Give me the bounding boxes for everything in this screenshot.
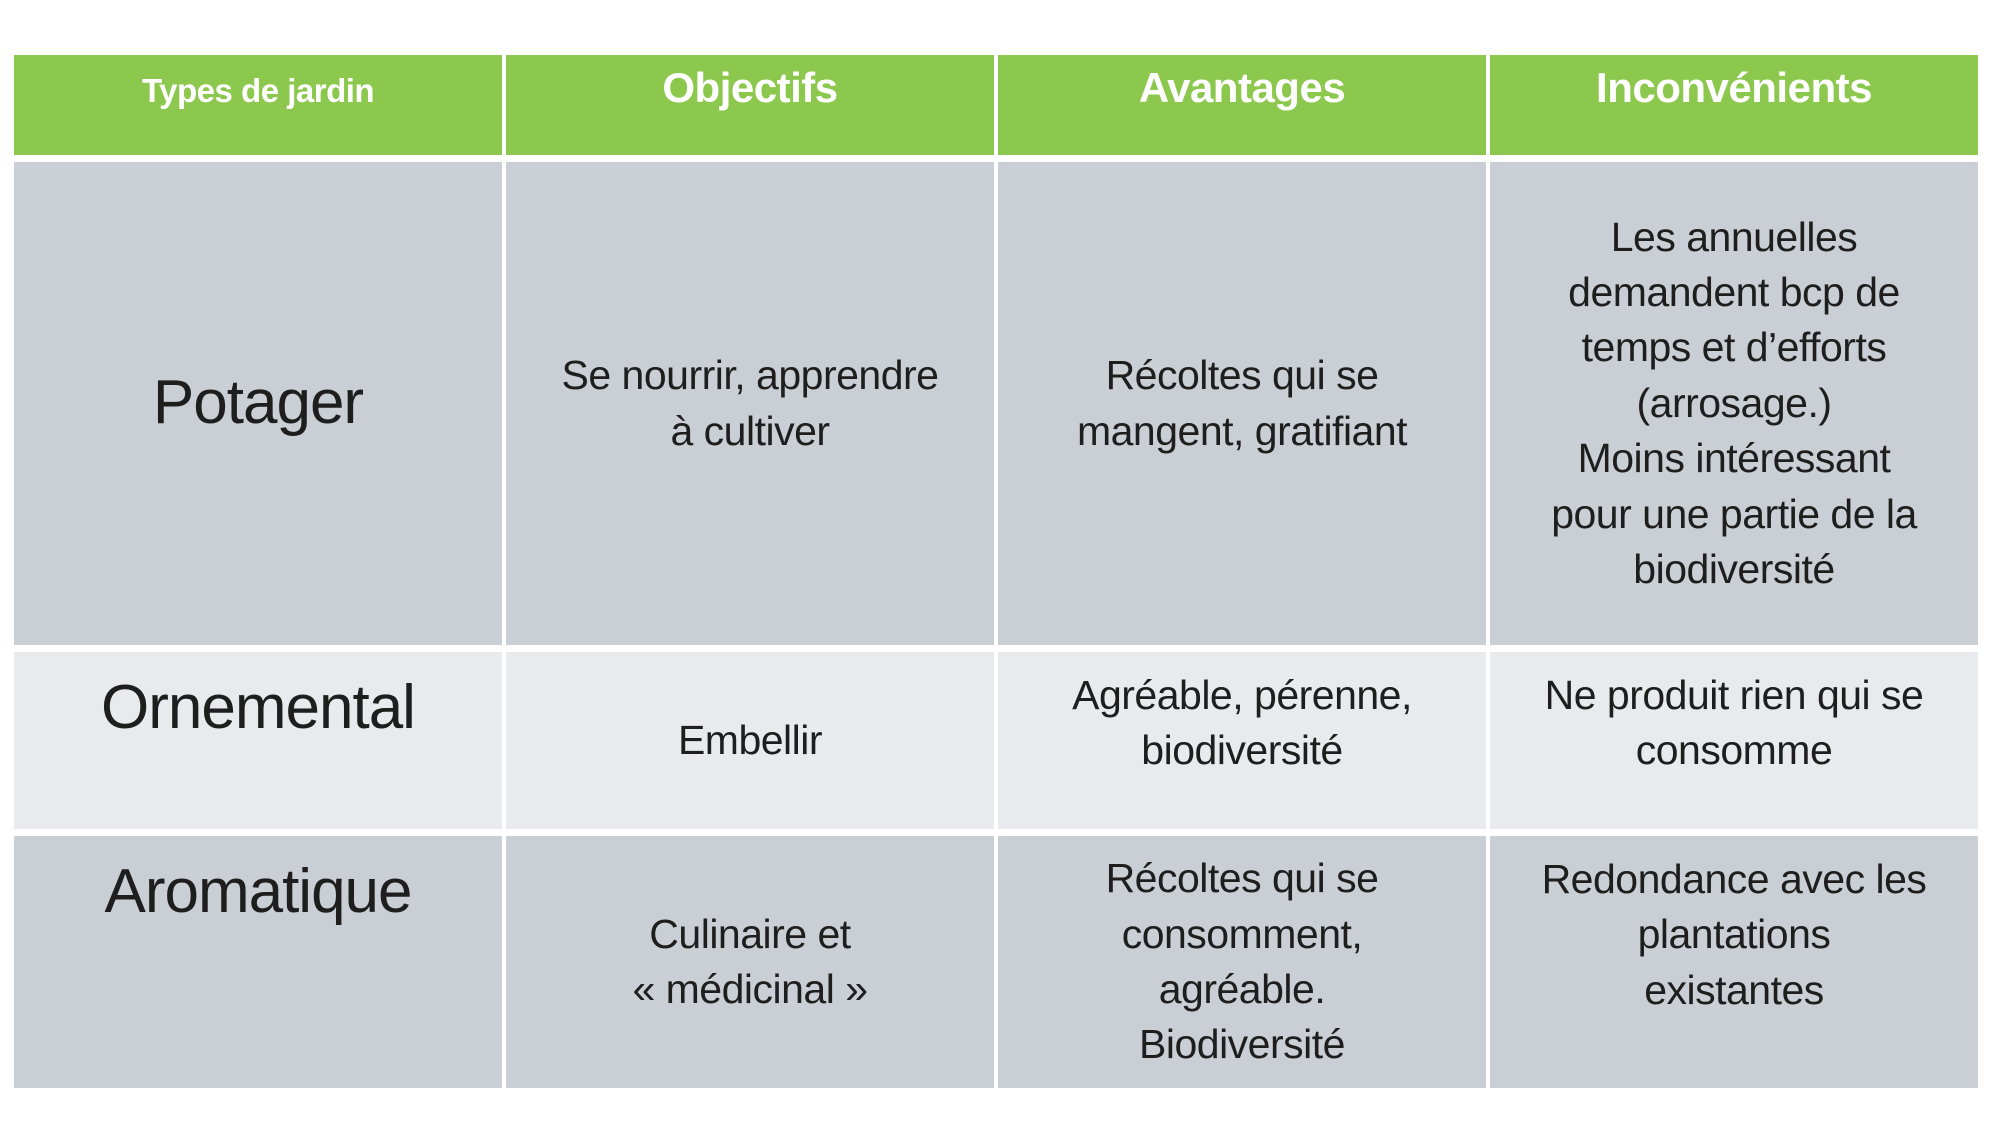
column-header-label: Objectifs — [662, 64, 838, 111]
cell-aromatique-type: Aromatique — [14, 836, 502, 1088]
cell-text: Culinaire et « médicinal » — [632, 910, 868, 1012]
column-header-label: Types de jardin — [141, 72, 375, 109]
column-header-inconvenients: Inconvénients — [1490, 55, 1978, 155]
cell-text: Récoltes qui se consomment, agréable. Bi… — [1105, 855, 1379, 1068]
cell-aromatique-inconvenients: Redondance avec les plantations existant… — [1490, 836, 1978, 1088]
cell-text: Les annuelles demandent bcp de temps et … — [1551, 213, 1917, 592]
cell-potager-avantages: Récoltes qui se mangent, gratifiant — [998, 162, 1486, 645]
cell-text: Se nourrir, apprendre à cultiver — [561, 352, 939, 454]
cell-text: Aromatique — [104, 857, 412, 926]
column-header-label: Avantages — [1138, 64, 1346, 111]
cell-aromatique-avantages: Récoltes qui se consomment, agréable. Bi… — [998, 836, 1486, 1088]
cell-ornemental-avantages: Agréable, pérenne, biodiversité — [998, 652, 1486, 829]
cell-text: Agréable, pérenne, biodiversité — [1072, 672, 1412, 774]
cell-text: Ne produit rien qui se consomme — [1544, 672, 1924, 774]
cell-ornemental-objectifs: Embellir — [506, 652, 994, 829]
column-header-avantages: Avantages — [998, 55, 1486, 155]
column-header-objectifs: Objectifs — [506, 55, 994, 155]
cell-text: Redondance avec les plantations existant… — [1541, 856, 1927, 1013]
cell-potager-type: Potager — [14, 162, 502, 645]
cell-text: Embellir — [677, 716, 823, 763]
column-header-types-de-jardin: Types de jardin — [14, 55, 502, 155]
cell-potager-objectifs: Se nourrir, apprendre à cultiver — [506, 162, 994, 645]
cell-ornemental-inconvenients: Ne produit rien qui se consomme — [1490, 652, 1978, 829]
garden-types-table: Types de jardin Objectifs Avantages Inco… — [14, 55, 1978, 1088]
column-header-label: Inconvénients — [1596, 64, 1872, 111]
cell-text: Ornemental — [101, 673, 416, 742]
cell-text: Potager — [152, 368, 364, 438]
cell-potager-inconvenients: Les annuelles demandent bcp de temps et … — [1490, 162, 1978, 645]
cell-ornemental-type: Ornemental — [14, 652, 502, 829]
cell-text: Récoltes qui se mangent, gratifiant — [1076, 352, 1408, 454]
cell-aromatique-objectifs: Culinaire et « médicinal » — [506, 836, 994, 1088]
